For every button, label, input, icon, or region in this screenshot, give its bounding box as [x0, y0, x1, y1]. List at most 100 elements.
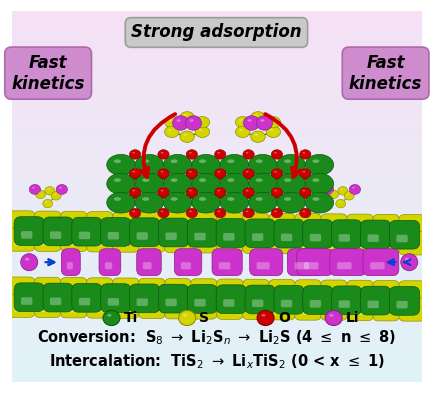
- Ellipse shape: [214, 189, 226, 199]
- Ellipse shape: [186, 187, 197, 197]
- FancyBboxPatch shape: [40, 289, 51, 295]
- Bar: [12, 332, 422, 334]
- Ellipse shape: [217, 211, 220, 212]
- Bar: [12, 63, 422, 64]
- Bar: [12, 85, 422, 87]
- Ellipse shape: [168, 119, 172, 121]
- FancyBboxPatch shape: [50, 231, 61, 239]
- Ellipse shape: [243, 169, 254, 178]
- FancyBboxPatch shape: [72, 283, 102, 312]
- FancyBboxPatch shape: [145, 307, 155, 313]
- Bar: [12, 358, 422, 360]
- Ellipse shape: [132, 171, 135, 173]
- Ellipse shape: [217, 152, 220, 154]
- FancyBboxPatch shape: [137, 249, 161, 275]
- Bar: [12, 180, 422, 182]
- Ellipse shape: [284, 178, 291, 182]
- Bar: [12, 152, 422, 154]
- Bar: [12, 241, 422, 243]
- Ellipse shape: [274, 171, 277, 173]
- Ellipse shape: [331, 192, 334, 194]
- Ellipse shape: [220, 154, 249, 175]
- FancyBboxPatch shape: [379, 309, 389, 315]
- Bar: [12, 196, 422, 198]
- Text: Ti: Ti: [124, 311, 138, 325]
- Bar: [12, 107, 422, 109]
- FancyBboxPatch shape: [339, 300, 350, 308]
- Ellipse shape: [184, 134, 187, 136]
- FancyBboxPatch shape: [118, 241, 129, 247]
- Ellipse shape: [164, 192, 192, 213]
- FancyBboxPatch shape: [368, 301, 379, 308]
- Bar: [12, 154, 422, 156]
- Ellipse shape: [195, 117, 210, 128]
- Bar: [12, 139, 422, 141]
- FancyBboxPatch shape: [87, 229, 113, 252]
- Ellipse shape: [186, 189, 197, 199]
- Bar: [12, 167, 422, 169]
- FancyBboxPatch shape: [245, 219, 275, 248]
- Ellipse shape: [271, 171, 283, 180]
- FancyBboxPatch shape: [399, 215, 425, 238]
- FancyBboxPatch shape: [87, 278, 113, 301]
- Ellipse shape: [199, 129, 202, 131]
- FancyBboxPatch shape: [194, 233, 206, 240]
- Bar: [12, 265, 422, 267]
- Ellipse shape: [114, 197, 121, 201]
- Bar: [12, 173, 422, 174]
- Ellipse shape: [257, 310, 274, 325]
- Bar: [12, 156, 422, 158]
- Ellipse shape: [158, 187, 169, 197]
- FancyBboxPatch shape: [118, 224, 129, 230]
- FancyBboxPatch shape: [43, 283, 73, 312]
- Bar: [12, 126, 422, 128]
- Ellipse shape: [114, 178, 121, 182]
- Ellipse shape: [178, 310, 196, 325]
- Ellipse shape: [161, 173, 164, 174]
- Bar: [12, 91, 422, 92]
- Bar: [12, 336, 422, 338]
- Ellipse shape: [190, 119, 194, 122]
- FancyBboxPatch shape: [405, 243, 415, 250]
- FancyBboxPatch shape: [294, 262, 309, 269]
- Bar: [12, 211, 422, 213]
- Bar: [12, 20, 422, 22]
- FancyBboxPatch shape: [174, 249, 202, 275]
- Ellipse shape: [239, 129, 243, 131]
- Ellipse shape: [184, 114, 187, 116]
- Ellipse shape: [251, 131, 265, 142]
- FancyBboxPatch shape: [332, 286, 362, 315]
- Ellipse shape: [266, 126, 281, 138]
- Ellipse shape: [180, 131, 194, 142]
- FancyBboxPatch shape: [301, 309, 311, 315]
- Bar: [12, 148, 422, 150]
- Ellipse shape: [255, 178, 263, 182]
- Bar: [12, 178, 422, 180]
- FancyBboxPatch shape: [61, 211, 87, 235]
- Bar: [12, 102, 422, 104]
- Ellipse shape: [186, 169, 197, 178]
- Ellipse shape: [214, 171, 226, 180]
- Bar: [12, 57, 422, 59]
- FancyBboxPatch shape: [242, 296, 269, 320]
- Bar: [12, 146, 422, 148]
- Bar: [12, 50, 422, 51]
- Bar: [12, 360, 422, 362]
- FancyBboxPatch shape: [245, 285, 275, 314]
- Ellipse shape: [36, 190, 45, 198]
- Ellipse shape: [132, 211, 135, 212]
- Ellipse shape: [271, 169, 283, 178]
- Bar: [12, 239, 422, 241]
- Bar: [12, 278, 422, 280]
- Ellipse shape: [180, 112, 194, 123]
- FancyBboxPatch shape: [139, 278, 165, 301]
- Ellipse shape: [347, 194, 349, 195]
- FancyBboxPatch shape: [113, 229, 139, 252]
- FancyBboxPatch shape: [379, 292, 389, 298]
- Bar: [12, 128, 422, 130]
- FancyBboxPatch shape: [101, 284, 131, 312]
- FancyBboxPatch shape: [269, 230, 295, 254]
- FancyBboxPatch shape: [8, 277, 35, 300]
- Ellipse shape: [135, 173, 164, 194]
- Text: Strong adsorption: Strong adsorption: [131, 24, 302, 42]
